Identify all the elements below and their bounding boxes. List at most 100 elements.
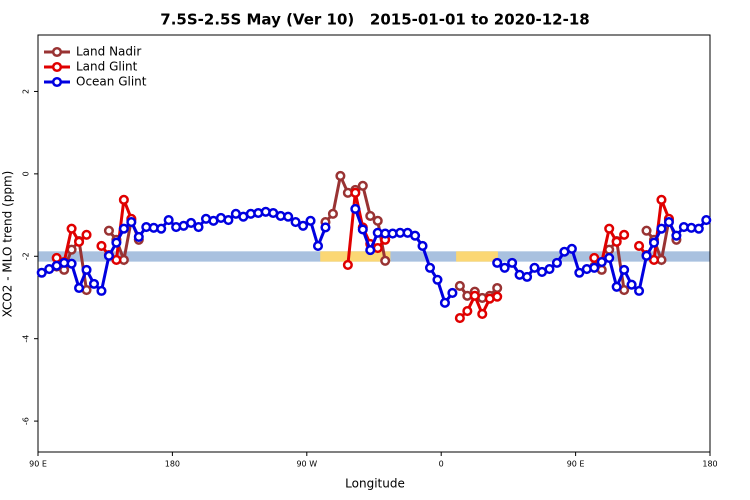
point: [380, 255, 391, 266]
point: [648, 237, 660, 248]
point: [439, 297, 450, 308]
point: [522, 271, 533, 282]
point: [156, 223, 167, 234]
point: [589, 262, 600, 273]
point: [365, 245, 376, 256]
point: [298, 220, 309, 231]
point: [492, 291, 503, 302]
point: [103, 250, 114, 261]
y-tick-label: 2: [22, 89, 31, 94]
point: [74, 282, 85, 294]
point: [66, 258, 77, 269]
point: [96, 240, 107, 252]
point: [290, 217, 301, 228]
point: [641, 250, 652, 261]
point: [103, 225, 114, 236]
y-axis-label: XCO2 - MLO trend (ppm): [1, 171, 15, 318]
point: [66, 223, 77, 234]
point: [36, 267, 47, 278]
point: [634, 240, 645, 252]
point: [611, 281, 622, 292]
x-tick-label: 90 E: [29, 460, 47, 469]
point: [619, 264, 630, 275]
point: [126, 217, 137, 228]
point: [693, 223, 704, 234]
point: [492, 257, 503, 268]
point: [163, 214, 174, 226]
x-axis-label: Longitude: [345, 477, 405, 491]
point: [327, 208, 338, 219]
point: [499, 262, 510, 273]
point: [477, 308, 488, 320]
point: [312, 240, 324, 252]
y-tick-label: -4: [22, 335, 31, 343]
x-tick-label: 90 E: [567, 460, 585, 469]
point: [492, 282, 503, 294]
legend-marker: [51, 46, 63, 58]
point: [447, 287, 458, 298]
legend-marker: [51, 76, 63, 88]
point: [350, 203, 361, 214]
point: [357, 224, 368, 235]
y-tick-label: -2: [22, 252, 31, 260]
point: [410, 230, 421, 241]
point: [469, 290, 480, 301]
chart-title: 7.5S-2.5S May (Ver 10) 2015-01-01 to 202…: [160, 11, 589, 29]
point: [350, 187, 361, 198]
point: [671, 230, 682, 241]
x-tick-label: 180: [702, 460, 717, 469]
point: [604, 252, 615, 263]
point: [454, 280, 465, 291]
y-tick-label: 0: [22, 171, 31, 176]
point: [118, 223, 129, 234]
point: [529, 262, 540, 273]
point: [118, 194, 129, 205]
plot-frame: [37, 34, 711, 453]
point: [663, 217, 674, 228]
point: [193, 221, 204, 233]
point: [81, 264, 92, 275]
x-tick-label: 90 W: [296, 460, 317, 469]
point: [507, 257, 518, 268]
point: [88, 278, 100, 289]
point: [701, 214, 712, 226]
surface-band: [320, 251, 391, 262]
point: [462, 306, 473, 317]
point: [656, 194, 667, 205]
point: [619, 229, 630, 240]
point: [566, 243, 577, 254]
point: [372, 215, 383, 226]
point: [604, 223, 615, 234]
point: [111, 254, 122, 266]
legend-marker: [51, 61, 63, 73]
point: [320, 222, 331, 233]
point: [74, 236, 85, 247]
point: [454, 313, 465, 324]
legend-label: Ocean Glint: [76, 75, 147, 89]
point: [81, 229, 92, 240]
point: [551, 257, 562, 268]
legend-label: Land Nadir: [76, 45, 141, 59]
point: [424, 262, 436, 273]
point: [305, 215, 316, 226]
legend-label: Land Glint: [76, 60, 138, 74]
point: [96, 285, 107, 296]
point: [626, 279, 637, 290]
point: [186, 217, 197, 228]
point: [365, 210, 376, 221]
point: [342, 259, 353, 270]
point: [611, 236, 622, 247]
point: [111, 237, 122, 248]
surface-band: [456, 251, 498, 262]
point: [223, 214, 234, 226]
point: [656, 223, 667, 234]
x-tick-label: 0: [439, 460, 444, 469]
point: [589, 252, 600, 263]
point: [335, 170, 346, 181]
point: [544, 263, 555, 275]
point: [283, 211, 294, 222]
point: [574, 267, 585, 278]
point: [357, 180, 368, 191]
point: [648, 254, 660, 266]
